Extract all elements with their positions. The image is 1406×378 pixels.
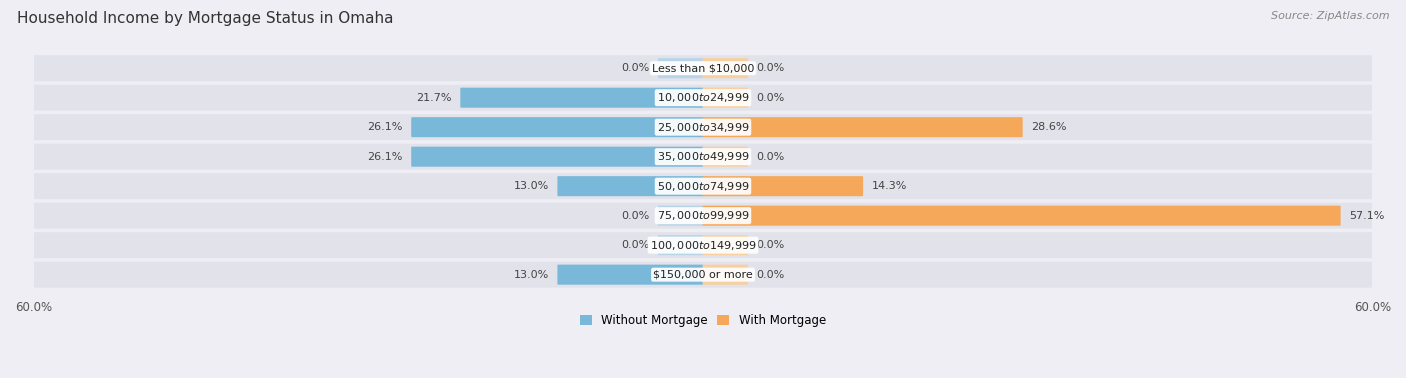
Text: $100,000 to $149,999: $100,000 to $149,999 (650, 239, 756, 252)
Text: 0.0%: 0.0% (756, 270, 785, 280)
FancyBboxPatch shape (703, 147, 748, 167)
FancyBboxPatch shape (703, 235, 748, 255)
FancyBboxPatch shape (703, 58, 748, 78)
Text: $35,000 to $49,999: $35,000 to $49,999 (657, 150, 749, 163)
Text: 14.3%: 14.3% (872, 181, 907, 191)
Text: $150,000 or more: $150,000 or more (654, 270, 752, 280)
Text: 21.7%: 21.7% (416, 93, 451, 103)
Legend: Without Mortgage, With Mortgage: Without Mortgage, With Mortgage (575, 310, 831, 332)
Text: Household Income by Mortgage Status in Omaha: Household Income by Mortgage Status in O… (17, 11, 394, 26)
FancyBboxPatch shape (32, 144, 1374, 170)
Text: 28.6%: 28.6% (1031, 122, 1067, 132)
FancyBboxPatch shape (658, 58, 703, 78)
FancyBboxPatch shape (460, 88, 703, 108)
Text: 26.1%: 26.1% (367, 152, 404, 162)
Text: Less than $10,000: Less than $10,000 (652, 63, 754, 73)
FancyBboxPatch shape (658, 235, 703, 255)
Text: $25,000 to $34,999: $25,000 to $34,999 (657, 121, 749, 134)
FancyBboxPatch shape (703, 88, 748, 108)
FancyBboxPatch shape (32, 203, 1374, 229)
Text: $50,000 to $74,999: $50,000 to $74,999 (657, 180, 749, 193)
Text: 0.0%: 0.0% (621, 63, 650, 73)
Text: 0.0%: 0.0% (756, 240, 785, 250)
Text: Source: ZipAtlas.com: Source: ZipAtlas.com (1271, 11, 1389, 21)
FancyBboxPatch shape (32, 85, 1374, 111)
FancyBboxPatch shape (411, 117, 703, 137)
FancyBboxPatch shape (557, 176, 703, 196)
Text: 13.0%: 13.0% (513, 181, 548, 191)
Text: 57.1%: 57.1% (1348, 211, 1385, 221)
FancyBboxPatch shape (557, 265, 703, 285)
FancyBboxPatch shape (32, 114, 1374, 140)
FancyBboxPatch shape (703, 206, 1341, 226)
FancyBboxPatch shape (411, 147, 703, 167)
FancyBboxPatch shape (703, 176, 863, 196)
FancyBboxPatch shape (703, 265, 748, 285)
Text: 0.0%: 0.0% (756, 93, 785, 103)
FancyBboxPatch shape (32, 173, 1374, 199)
Text: 0.0%: 0.0% (621, 211, 650, 221)
Text: 13.0%: 13.0% (513, 270, 548, 280)
FancyBboxPatch shape (32, 232, 1374, 258)
FancyBboxPatch shape (658, 206, 703, 226)
Text: $10,000 to $24,999: $10,000 to $24,999 (657, 91, 749, 104)
Text: 0.0%: 0.0% (756, 63, 785, 73)
Text: 0.0%: 0.0% (756, 152, 785, 162)
Text: $75,000 to $99,999: $75,000 to $99,999 (657, 209, 749, 222)
FancyBboxPatch shape (32, 262, 1374, 288)
FancyBboxPatch shape (703, 117, 1022, 137)
Text: 0.0%: 0.0% (621, 240, 650, 250)
Text: 26.1%: 26.1% (367, 122, 404, 132)
FancyBboxPatch shape (32, 55, 1374, 81)
